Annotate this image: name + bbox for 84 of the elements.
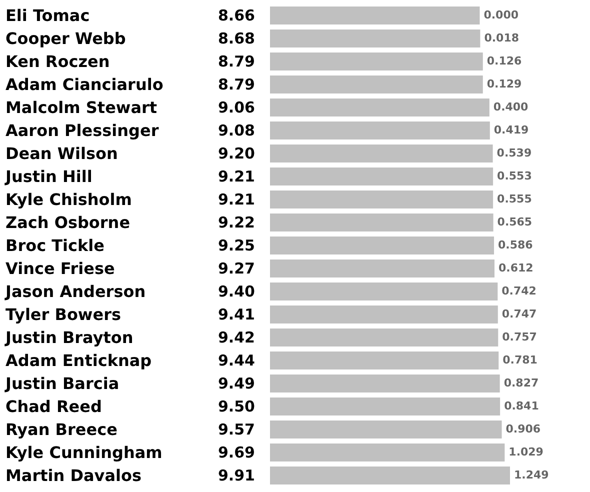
annotation: 0.586 [498, 238, 534, 252]
data-label: 9.22 [218, 214, 255, 232]
annotation: 0.000 [484, 8, 519, 22]
annotation: 0.747 [502, 308, 537, 320]
data-label: 9.57 [218, 420, 255, 438]
bar [270, 76, 483, 94]
bar [270, 6, 480, 24]
annotation: 0.555 [497, 192, 532, 206]
y-tick-label: Cooper Webb [6, 29, 126, 48]
y-tick-label: Tyler Bowers [6, 305, 121, 324]
y-tick-label: Justin Brayton [4, 328, 134, 347]
y-tick-label: Adam Enticknap [6, 351, 152, 370]
annotation: 0.781 [502, 354, 538, 366]
data-label: 9.27 [218, 260, 255, 278]
annotation: 0.565 [497, 216, 532, 228]
bar [270, 420, 502, 438]
annotation: 0.553 [497, 170, 532, 182]
data-label: 9.50 [218, 398, 255, 416]
y-tick-label: Aaron Plessinger [6, 121, 159, 140]
bar [270, 444, 505, 462]
y-tick-label: Jason Anderson [4, 282, 146, 301]
annotation: 0.827 [504, 376, 539, 390]
bar [270, 30, 480, 48]
annotation: 0.126 [486, 54, 522, 68]
bar [270, 260, 494, 278]
data-label: 8.66 [218, 6, 255, 24]
y-tick-label: Adam Cianciarulo [6, 75, 164, 94]
annotation: 1.249 [514, 468, 549, 482]
annotation: 0.757 [502, 330, 537, 344]
bar [270, 190, 494, 208]
data-label: 9.69 [218, 444, 255, 462]
bar [270, 374, 500, 392]
data-label: 9.25 [218, 236, 255, 254]
y-tick-label: Broc Tickle [6, 236, 105, 255]
y-tick-label: Justin Hill [4, 167, 92, 186]
annotation: 0.400 [493, 100, 529, 114]
y-tick-label: Ken Roczen [6, 52, 110, 71]
annotation: 1.029 [508, 446, 544, 458]
annotation: 0.906 [506, 422, 541, 436]
bar [270, 122, 490, 140]
data-label: 8.68 [218, 30, 255, 48]
bar [270, 466, 510, 484]
y-tick-label: Kyle Cunningham [6, 443, 162, 462]
y-tick-label: Dean Wilson [6, 144, 118, 163]
data-label: 9.21 [218, 190, 255, 208]
annotation: 0.742 [502, 284, 536, 298]
data-label: 9.41 [218, 306, 255, 324]
data-label: 9.08 [218, 122, 255, 140]
bar [270, 98, 490, 116]
y-tick-label: Eli Tomac [6, 6, 90, 25]
annotation: 0.841 [504, 400, 539, 412]
bar [270, 328, 498, 346]
y-tick-label: Malcolm Stewart [6, 98, 158, 117]
y-tick-label: Zach Osborne [6, 213, 130, 232]
data-label: 9.91 [218, 466, 255, 484]
annotation: 0.419 [494, 124, 529, 136]
y-tick-label: Vince Friese [6, 259, 116, 278]
annotation: 0.018 [484, 32, 520, 44]
data-label: 9.21 [218, 168, 255, 186]
y-tick-label: Justin Barcia [4, 374, 120, 393]
bar [270, 282, 498, 300]
data-label: 8.79 [218, 52, 255, 70]
data-label: 9.44 [218, 352, 255, 370]
bar [270, 52, 483, 70]
y-tick-label: Chad Reed [6, 397, 102, 416]
y-tick-label: Martin Davalos [6, 466, 142, 485]
bar [270, 352, 499, 370]
data-label: 9.42 [218, 328, 255, 346]
annotation: 0.539 [496, 146, 532, 160]
bar [270, 214, 494, 232]
y-tick-label: Kyle Chisholm [6, 190, 132, 209]
y-tick-label: Ryan Breece [6, 420, 118, 439]
annotation: 0.612 [498, 262, 534, 274]
annotation: 0.129 [486, 78, 522, 90]
bar [270, 144, 493, 162]
data-label: 9.49 [218, 374, 255, 392]
data-label: 9.06 [218, 98, 255, 116]
bar [270, 236, 494, 254]
bar [270, 398, 500, 416]
data-label: 9.20 [218, 144, 255, 162]
data-label: 8.79 [218, 76, 255, 94]
bar [270, 306, 498, 324]
data-label: 9.40 [218, 282, 255, 300]
bar [270, 168, 494, 186]
